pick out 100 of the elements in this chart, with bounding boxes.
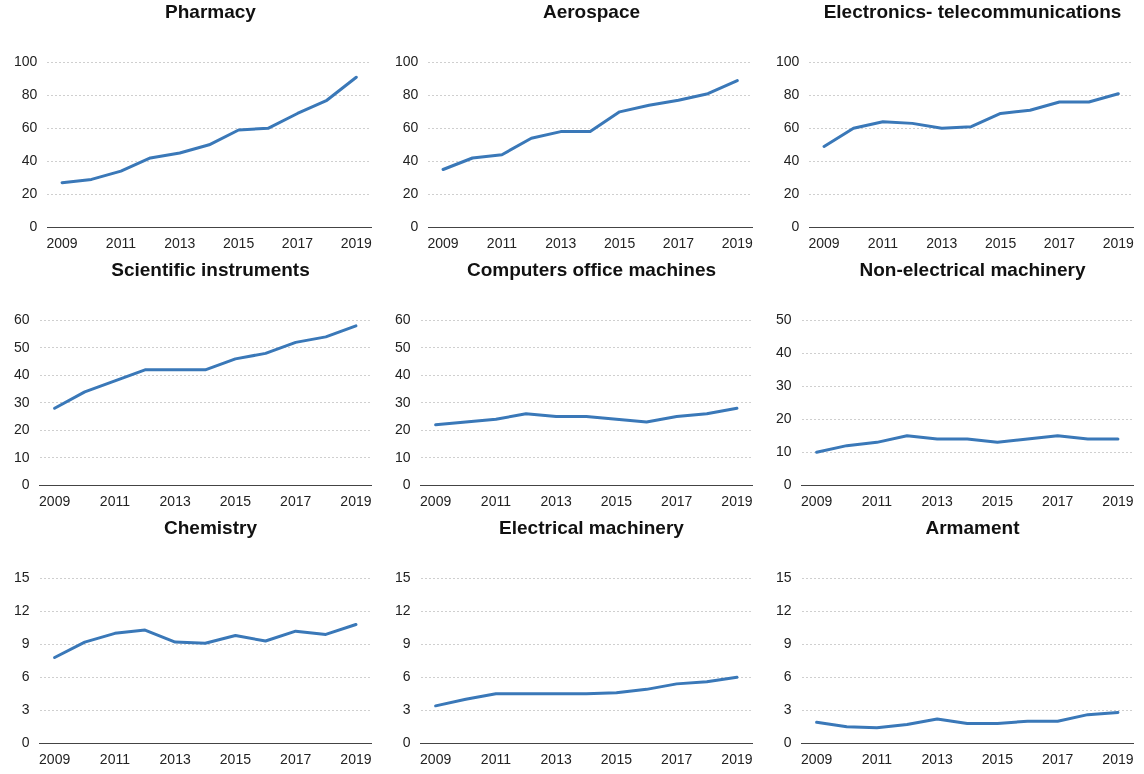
- y-tick-label: 50: [775, 311, 792, 328]
- y-tick-label: 20: [394, 421, 411, 438]
- y-tick-label: 60: [394, 311, 411, 328]
- x-tick-label: 2019: [340, 751, 372, 768]
- y-tick-label: 20: [783, 185, 800, 202]
- y-tick-label: 10: [13, 448, 30, 465]
- y-tick-label: 3: [402, 701, 411, 718]
- x-tick-label: 2009: [39, 751, 71, 768]
- y-tick-label: 15: [394, 569, 411, 586]
- x-tick-label: 2017: [1042, 751, 1074, 768]
- x-tick-label: 2017: [280, 493, 312, 510]
- chart-title: Electrical machinery: [498, 517, 685, 538]
- y-tick-label: 60: [402, 119, 419, 136]
- x-tick-label: 2019: [340, 235, 373, 252]
- x-tick-label: 2011: [480, 493, 512, 510]
- y-tick-label: 10: [775, 443, 792, 460]
- y-tick-label: 40: [775, 344, 792, 361]
- x-tick-label: 2019: [1102, 493, 1134, 510]
- x-tick-label: 2019: [1102, 235, 1135, 252]
- y-tick-label: 3: [783, 701, 792, 718]
- y-tick-label: 3: [21, 701, 30, 718]
- y-tick-label: 20: [775, 410, 792, 427]
- x-tick-label: 2015: [219, 751, 252, 768]
- y-tick-label: 0: [29, 218, 38, 235]
- y-tick-label: 6: [21, 668, 30, 685]
- x-tick-label: 2013: [921, 493, 953, 510]
- y-tick-label: 0: [791, 218, 800, 235]
- y-tick-label: 30: [394, 393, 411, 410]
- x-tick-label: 2013: [164, 235, 196, 252]
- x-tick-label: 2017: [1042, 493, 1074, 510]
- x-tick-label: 2009: [801, 493, 833, 510]
- y-tick-label: 15: [775, 569, 792, 586]
- x-tick-label: 2017: [661, 493, 693, 510]
- y-tick-label: 20: [13, 421, 30, 438]
- chart-title: Armament: [924, 517, 1021, 538]
- x-tick-label: 2013: [921, 751, 953, 768]
- x-tick-label: 2011: [99, 493, 131, 510]
- x-tick-label: 2011: [480, 751, 512, 768]
- x-tick-label: 2019: [721, 493, 753, 510]
- y-tick-label: 40: [402, 152, 419, 169]
- x-tick-label: 2015: [604, 235, 636, 252]
- y-tick-label: 15: [13, 569, 30, 586]
- x-tick-label: 2019: [340, 493, 372, 510]
- y-tick-label: 60: [13, 311, 30, 328]
- x-tick-label: 2017: [281, 235, 314, 252]
- chart-title: Scientific instruments: [110, 259, 311, 280]
- x-tick-label: 2015: [219, 493, 252, 510]
- chart-title: Aerospace: [541, 1, 642, 22]
- x-tick-label: 2011: [861, 751, 893, 768]
- x-tick-label: 2015: [981, 751, 1014, 768]
- y-tick-label: 100: [14, 53, 38, 70]
- x-tick-label: 2017: [280, 751, 312, 768]
- x-tick-label: 2017: [1043, 235, 1076, 252]
- y-tick-label: 40: [21, 152, 38, 169]
- y-tick-label: 6: [402, 668, 411, 685]
- y-tick-label: 12: [394, 602, 411, 619]
- y-tick-label: 50: [13, 338, 30, 355]
- x-tick-label: 2009: [46, 235, 78, 252]
- y-tick-label: 100: [776, 53, 800, 70]
- y-tick-label: 30: [13, 393, 30, 410]
- x-tick-label: 2009: [420, 751, 452, 768]
- x-tick-label: 2009: [420, 493, 452, 510]
- y-tick-label: 40: [13, 366, 30, 383]
- y-tick-label: 0: [402, 734, 411, 751]
- x-tick-label: 2015: [985, 235, 1017, 252]
- x-tick-label: 2013: [159, 493, 191, 510]
- x-tick-label: 2015: [600, 493, 633, 510]
- y-tick-label: 0: [21, 734, 30, 751]
- x-tick-label: 2011: [867, 235, 899, 252]
- x-tick-label: 2009: [39, 493, 71, 510]
- y-tick-label: 40: [394, 366, 411, 383]
- x-tick-label: 2011: [105, 235, 137, 252]
- x-tick-label: 2011: [861, 493, 893, 510]
- y-tick-label: 80: [402, 86, 419, 103]
- x-tick-label: 2009: [427, 235, 459, 252]
- y-tick-label: 80: [783, 86, 800, 103]
- x-tick-label: 2019: [721, 235, 754, 252]
- x-tick-label: 2017: [662, 235, 695, 252]
- x-tick-label: 2015: [223, 235, 255, 252]
- x-tick-label: 2017: [661, 751, 693, 768]
- chart-title: Non-electrical machinery: [858, 259, 1087, 280]
- y-tick-label: 0: [410, 218, 419, 235]
- chart-title: Pharmacy: [164, 1, 257, 22]
- y-tick-label: 12: [13, 602, 30, 619]
- y-tick-label: 20: [21, 185, 38, 202]
- y-tick-label: 9: [402, 635, 411, 652]
- y-tick-label: 80: [21, 86, 38, 103]
- x-tick-label: 2013: [545, 235, 577, 252]
- x-tick-label: 2013: [540, 751, 572, 768]
- x-tick-label: 2015: [981, 493, 1014, 510]
- y-tick-label: 0: [783, 476, 792, 493]
- chart-title: Electronics- telecommunications: [822, 1, 1123, 22]
- y-tick-label: 30: [775, 377, 792, 394]
- y-tick-label: 9: [21, 635, 30, 652]
- x-tick-label: 2013: [159, 751, 191, 768]
- x-tick-label: 2011: [99, 751, 131, 768]
- y-tick-label: 20: [402, 185, 419, 202]
- chart-title: Chemistry: [163, 517, 258, 538]
- chart-title: Computers office machines: [465, 259, 718, 280]
- x-tick-label: 2009: [801, 751, 833, 768]
